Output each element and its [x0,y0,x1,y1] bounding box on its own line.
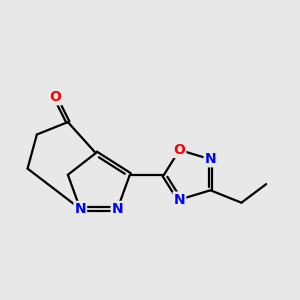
Text: N: N [174,193,185,207]
Text: N: N [205,152,216,166]
Text: N: N [112,202,123,216]
Text: O: O [50,90,61,104]
Text: N: N [74,202,86,216]
Text: O: O [173,143,185,157]
